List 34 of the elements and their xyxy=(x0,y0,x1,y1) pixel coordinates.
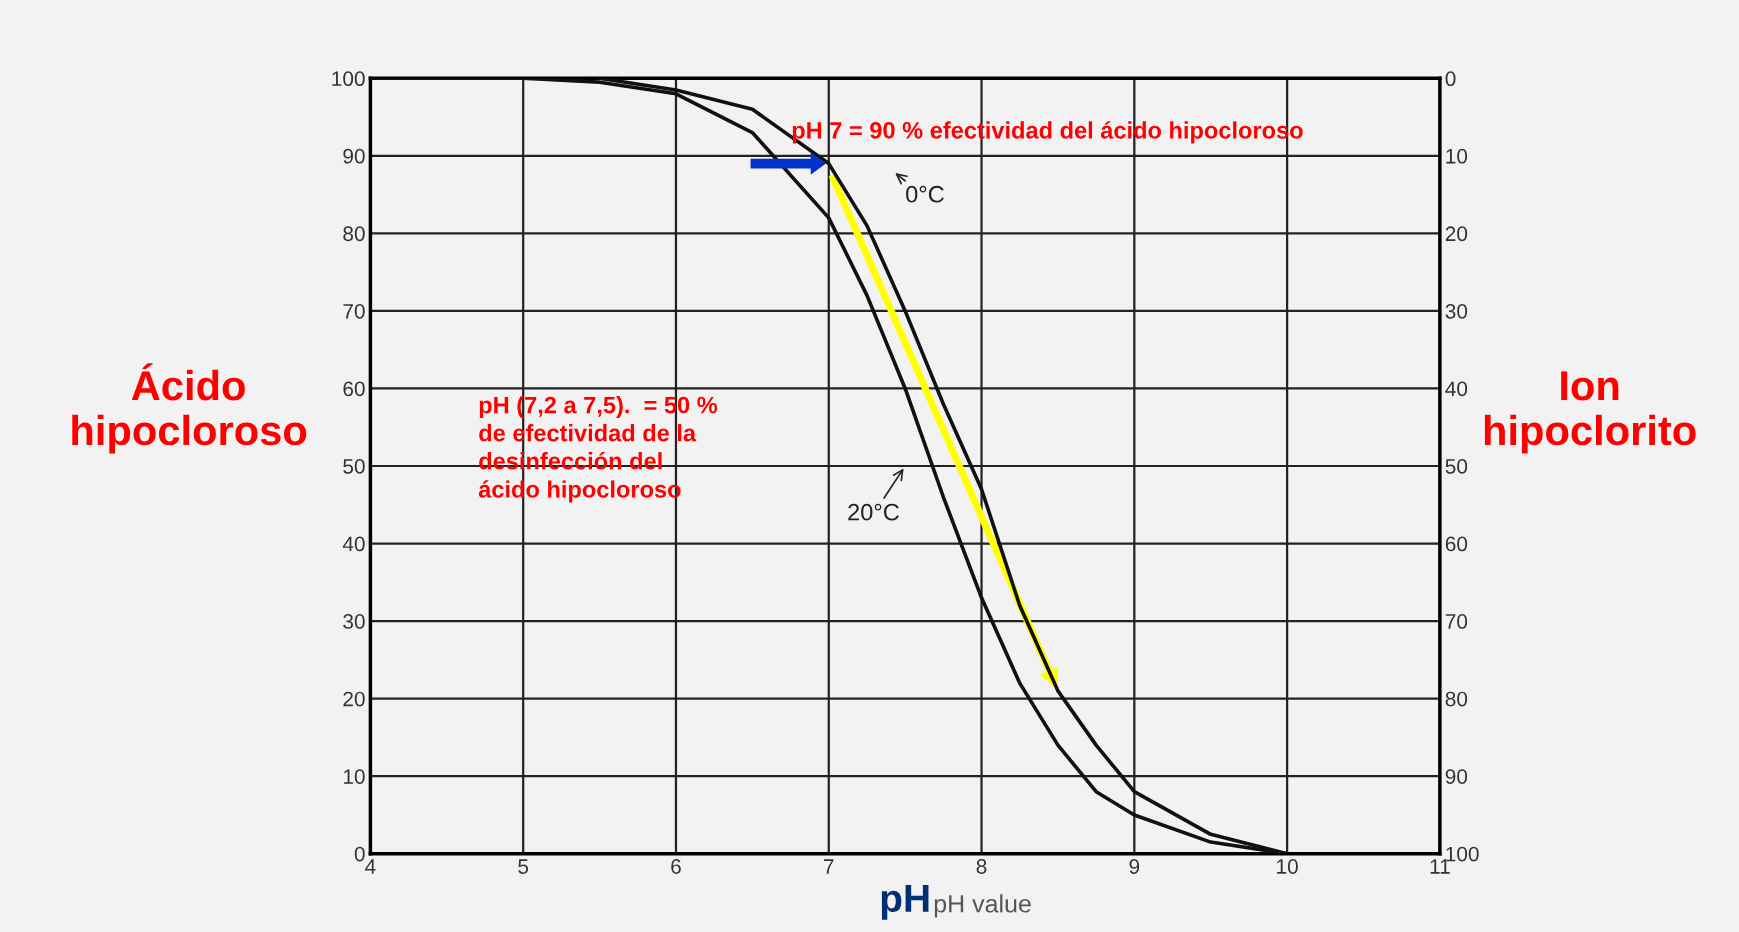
y-tick-label: 50 xyxy=(343,459,365,474)
x-tick-label: 4 xyxy=(365,859,376,874)
y2-tick-label: 10 xyxy=(1446,148,1468,164)
y2-tick-label: 90 xyxy=(1445,769,1468,784)
series-label: 20°C xyxy=(848,503,899,521)
text: pH value xyxy=(934,894,1031,918)
y2-tick-label: 80 xyxy=(1445,691,1468,707)
x-axis-title: pH xyxy=(881,884,929,920)
y2-tick-label: 0 xyxy=(1445,71,1456,87)
y-tick-label: 20 xyxy=(343,691,365,707)
x-tick-label: 9 xyxy=(1129,859,1140,874)
y2-tick-label: 60 xyxy=(1445,536,1468,552)
y-tick-label: 0 xyxy=(354,846,365,862)
y-tick-label: 90 xyxy=(343,148,365,164)
y2-tick-label: 70 xyxy=(1445,614,1468,629)
y-tick-label: 60 xyxy=(343,381,365,397)
y-axis-title: Ácido hipocloroso xyxy=(72,363,307,454)
y-tick-label: 70 xyxy=(343,303,365,319)
y2-tick-label: 50 xyxy=(1445,459,1468,474)
y-tick-label: 100 xyxy=(332,71,365,87)
y-tick-label: 40 xyxy=(342,536,365,552)
x-tick-label: 5 xyxy=(518,859,529,874)
y2-axis-title: Ion hipoclorito xyxy=(1484,371,1696,454)
series-label: 0°C xyxy=(906,185,944,203)
y-tick-label: 80 xyxy=(343,226,365,242)
x-tick-label: 8 xyxy=(976,859,987,874)
x-tick-label: 10 xyxy=(1277,859,1298,874)
y-tick-label: 30 xyxy=(343,614,365,629)
y2-tick-label: 30 xyxy=(1445,303,1468,319)
y2-tick-label: 20 xyxy=(1445,226,1468,242)
y-tick-label: 10 xyxy=(343,769,365,784)
x-tick-label: 7 xyxy=(824,859,834,874)
x-tick-label: 6 xyxy=(671,859,681,874)
y2-tick-label: 40 xyxy=(1445,381,1468,397)
